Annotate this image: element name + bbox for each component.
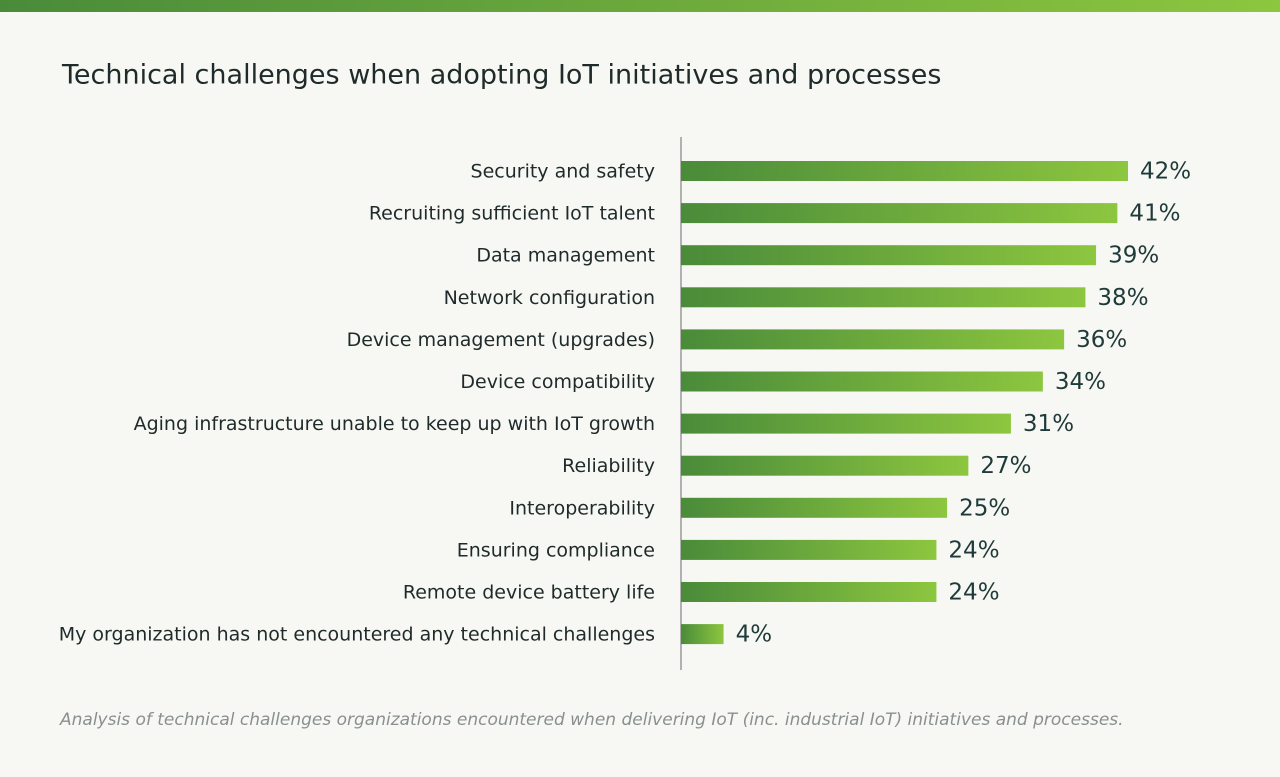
- value-label: 41%: [1129, 201, 1180, 227]
- category-label: Device management (upgrades): [347, 329, 655, 351]
- top-band: [0, 0, 1280, 12]
- bar: [681, 245, 1097, 266]
- category-label: Remote device battery life: [403, 582, 655, 604]
- value-label: 24%: [948, 580, 999, 606]
- value-label: 4%: [736, 622, 773, 648]
- value-label: 34%: [1055, 369, 1106, 395]
- value-label: 31%: [1023, 411, 1074, 437]
- chart-title: Technical challenges when adopting IoT i…: [61, 60, 941, 91]
- category-label: Reliability: [562, 455, 655, 477]
- bar: [681, 497, 948, 518]
- category-label: My organization has not encountered any …: [59, 624, 655, 646]
- category-label: Recruiting sufficient IoT talent: [369, 203, 655, 225]
- category-label: Ensuring compliance: [457, 539, 655, 561]
- value-label: 39%: [1108, 243, 1159, 269]
- value-label: 38%: [1097, 285, 1148, 311]
- bar: [681, 539, 937, 560]
- bar: [681, 203, 1118, 224]
- category-label: Aging infrastructure unable to keep up w…: [134, 413, 655, 435]
- value-label: 27%: [980, 453, 1031, 479]
- bar: [681, 329, 1065, 350]
- value-label: 25%: [959, 495, 1010, 521]
- value-label: 36%: [1076, 327, 1127, 353]
- bar: [681, 287, 1086, 308]
- bar: [681, 582, 937, 602]
- bar: [681, 455, 969, 476]
- bar: [681, 413, 1011, 434]
- footnote: Analysis of technical challenges organiz…: [59, 710, 1124, 730]
- value-label: 42%: [1140, 159, 1191, 185]
- category-label: Data management: [476, 245, 655, 267]
- bar: [681, 371, 1043, 392]
- category-label: Device compatibility: [460, 371, 655, 393]
- bar: [681, 624, 724, 645]
- category-label: Interoperability: [509, 497, 655, 519]
- category-label: Security and safety: [471, 161, 655, 183]
- value-label: 24%: [948, 537, 999, 563]
- category-label: Network configuration: [444, 287, 655, 309]
- bar: [681, 161, 1128, 181]
